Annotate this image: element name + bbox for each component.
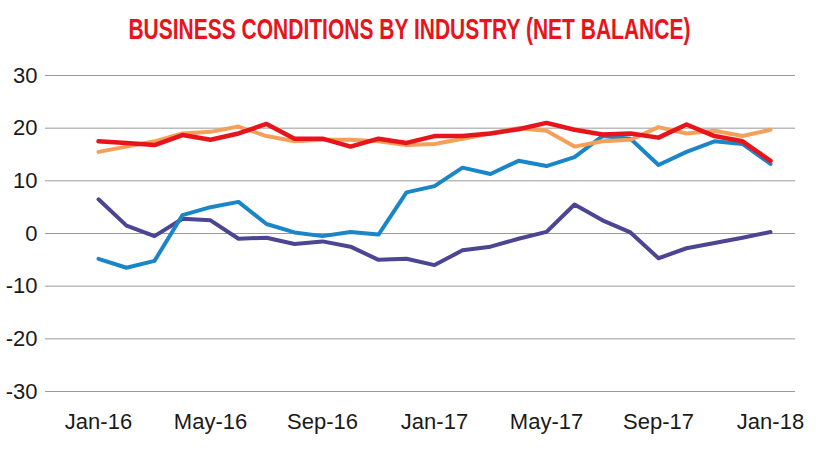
svg-text:May-16: May-16 <box>174 409 247 434</box>
svg-text:Sep-17: Sep-17 <box>623 409 694 434</box>
svg-text:-30: -30 <box>6 379 38 404</box>
svg-text:Jan-17: Jan-17 <box>401 409 468 434</box>
svg-text:20: 20 <box>13 115 37 140</box>
svg-text:30: 30 <box>13 63 37 88</box>
svg-text:Jan-18: Jan-18 <box>737 409 804 434</box>
svg-text:10: 10 <box>13 168 37 193</box>
svg-text:0: 0 <box>25 221 37 246</box>
svg-text:Sep-16: Sep-16 <box>287 409 358 434</box>
svg-text:-20: -20 <box>6 326 38 351</box>
svg-text:-10: -10 <box>6 273 38 298</box>
svg-text:May-17: May-17 <box>510 409 583 434</box>
html-text:BUSINESS CONDITIONS BY INDUSTR: BUSINESS CONDITIONS BY INDUSTRY (NET BAL… <box>128 12 690 45</box>
svg-text:Jan-16: Jan-16 <box>65 409 132 434</box>
